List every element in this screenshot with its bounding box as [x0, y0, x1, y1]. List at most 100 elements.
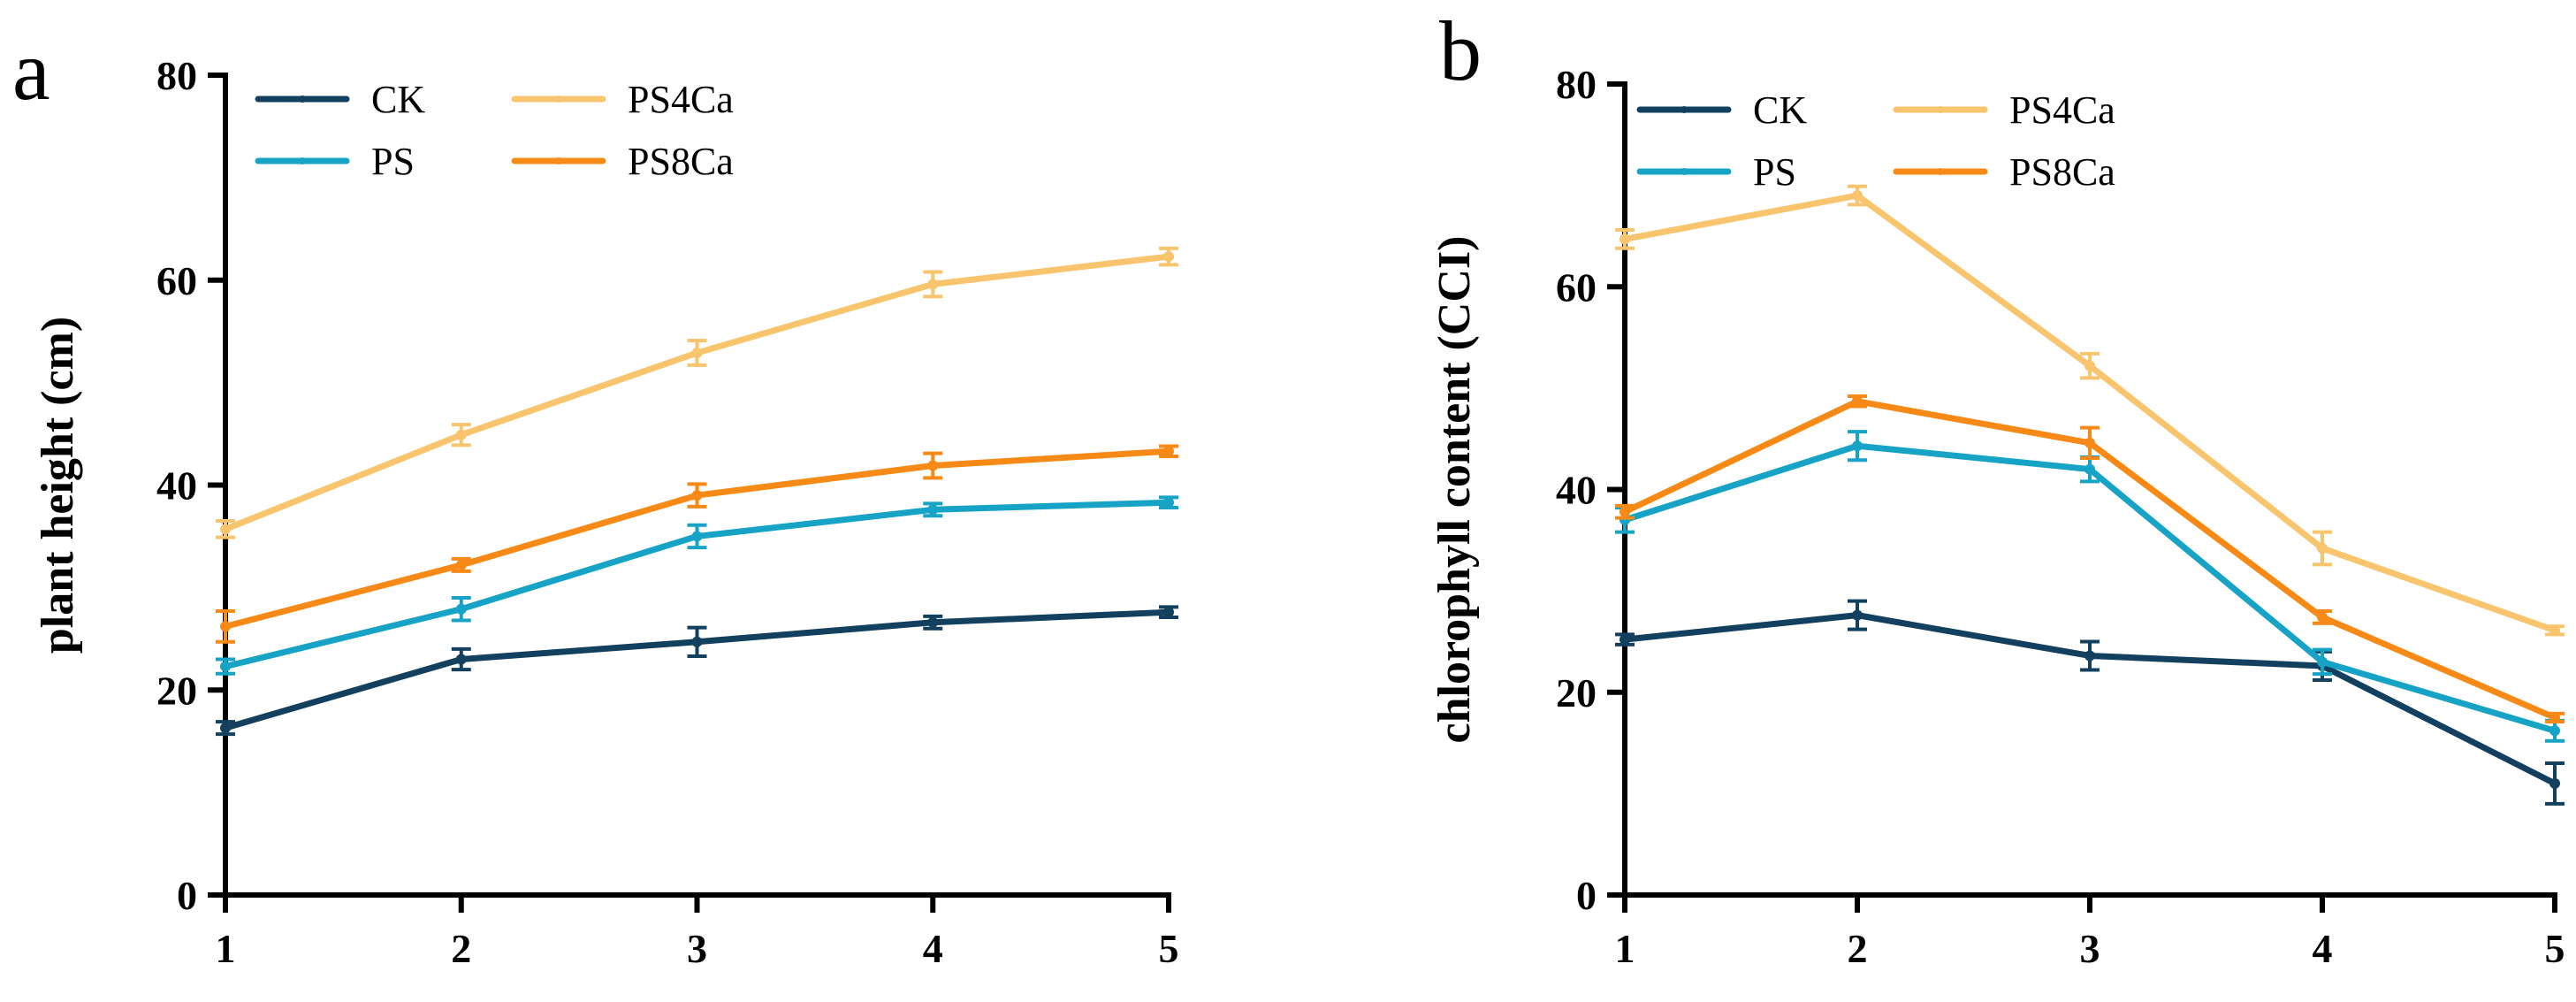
legend-label: PS4Ca — [628, 78, 734, 121]
legend-item-ps4ca: PS4Ca — [511, 78, 734, 121]
y-axis-title: chlorophyll content (CCI) — [1429, 236, 1480, 744]
series-ps — [1615, 430, 2565, 743]
x-tick-label: 4 — [923, 926, 943, 971]
legend-label: PS — [1753, 150, 1796, 194]
data-point — [2549, 725, 2560, 737]
legend-marker — [555, 96, 562, 103]
data-point — [2084, 437, 2095, 448]
data-point — [1852, 440, 1863, 452]
series-ps4ca — [1615, 184, 2565, 637]
legend-item-ps: PS — [255, 140, 415, 183]
data-point — [455, 603, 467, 615]
data-point — [2317, 611, 2328, 623]
data-point — [2549, 712, 2560, 723]
data-point — [1620, 506, 1630, 517]
series-ck — [216, 605, 1178, 737]
data-point — [220, 621, 231, 632]
legend-item-ck: CK — [1636, 88, 1807, 132]
data-point — [691, 348, 703, 359]
data-point — [1620, 233, 1630, 245]
legend-marker — [1680, 168, 1688, 175]
legend-marker — [299, 157, 306, 164]
legend-marker — [1680, 106, 1688, 113]
x-tick-label: 4 — [2313, 926, 2333, 971]
data-point — [927, 504, 939, 516]
data-point — [2084, 650, 2095, 662]
legend-label: CK — [1753, 88, 1807, 132]
data-point — [1163, 497, 1174, 509]
x-tick-label: 5 — [1159, 926, 1179, 971]
legend-marker — [1937, 106, 1944, 113]
data-point — [927, 460, 939, 471]
legend-label: PS8Ca — [628, 140, 734, 183]
data-point — [455, 429, 467, 440]
data-point — [1852, 609, 1863, 621]
series-ps4ca — [216, 246, 1178, 539]
data-point — [2549, 777, 2560, 789]
chart-panel-b: b 0 20 40 60 80 1 2 3 4 5 chlorophyll content (CCI)… — [1429, 4, 2565, 971]
data-point — [691, 490, 703, 501]
legend-marker — [299, 96, 306, 103]
legend-item-ps8ca: PS8Ca — [1893, 150, 2115, 194]
legend: CK PS4Ca PS PS8Ca — [1636, 88, 2115, 194]
series-ck — [1615, 599, 2565, 806]
data-point — [691, 531, 703, 542]
data-point — [455, 654, 467, 665]
y-tick-label: 80 — [1556, 62, 1597, 107]
legend-item-ps8ca: PS8Ca — [511, 140, 734, 183]
data-point — [691, 636, 703, 647]
legend-item-ck: CK — [255, 78, 425, 121]
legend-item-ps4ca: PS4Ca — [1893, 88, 2115, 132]
series-ps — [216, 495, 1178, 676]
legend: CK PS4Ca PS PS8Ca — [255, 78, 734, 183]
legend-item-ps: PS — [1636, 150, 1796, 194]
y-tick-label: 20 — [1556, 670, 1597, 715]
y-tick-label: 20 — [156, 668, 197, 713]
legend-label: PS4Ca — [2009, 88, 2115, 132]
legend-label: CK — [371, 78, 425, 121]
data-point — [927, 616, 939, 628]
x-tick-label: 5 — [2545, 926, 2565, 971]
x-tick-label: 2 — [451, 926, 471, 971]
y-tick-label: 60 — [156, 258, 197, 303]
data-point — [2317, 542, 2328, 554]
x-tick-label: 1 — [1615, 926, 1635, 971]
data-point — [220, 661, 231, 672]
y-tick-label: 40 — [156, 463, 197, 509]
chart-panel-a: a 0 20 40 60 80 1 2 3 4 5 plant height (cm) CK PS4Ca P… — [12, 23, 1179, 971]
series-line-ps4ca — [1621, 192, 2558, 634]
y-tick-label: 40 — [1556, 468, 1597, 513]
data-point — [220, 524, 231, 535]
data-point — [927, 279, 939, 290]
data-point — [1163, 446, 1174, 457]
data-point — [2084, 463, 2095, 475]
x-tick-label: 2 — [1848, 926, 1868, 971]
legend-marker — [555, 157, 562, 164]
data-point — [1163, 607, 1174, 618]
legend-label: PS8Ca — [2009, 150, 2115, 194]
y-tick-label: 0 — [177, 873, 197, 918]
data-point — [1620, 634, 1630, 646]
x-tick-label: 3 — [2080, 926, 2100, 971]
data-point — [2317, 656, 2328, 668]
data-point — [1163, 251, 1174, 263]
series-line-ps — [1621, 442, 2558, 734]
data-point — [1852, 190, 1863, 202]
y-tick-label: 60 — [1556, 264, 1597, 310]
x-tick-label: 1 — [216, 926, 236, 971]
y-tick-label: 80 — [156, 53, 197, 98]
legend-marker — [1937, 168, 1944, 175]
data-point — [455, 559, 467, 570]
y-tick-label: 0 — [1576, 873, 1597, 918]
legend-label: PS — [371, 140, 415, 183]
y-axis-title: plant height (cm) — [33, 317, 83, 654]
series-ps8ca — [1615, 394, 2565, 723]
data-point — [2549, 624, 2560, 636]
data-point — [1852, 395, 1863, 407]
series-ps8ca — [216, 444, 1178, 644]
data-point — [220, 723, 231, 734]
x-tick-label: 3 — [687, 926, 707, 971]
panel-label: a — [12, 23, 50, 118]
panel-label: b — [1439, 4, 1482, 98]
